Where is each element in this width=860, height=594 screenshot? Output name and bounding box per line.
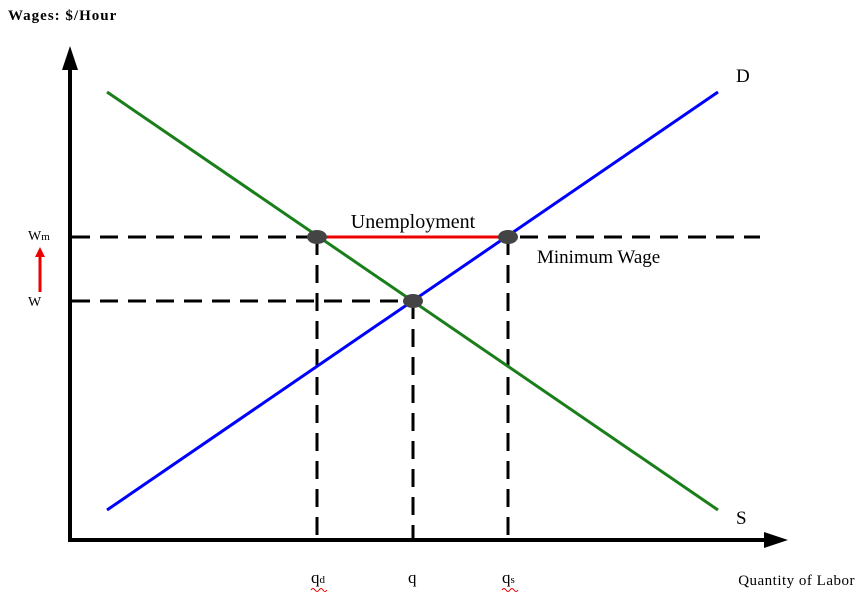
wage-base: W	[28, 295, 42, 310]
q-sub: s	[511, 574, 515, 586]
q-base: q	[502, 568, 511, 587]
wage-sub: m	[41, 231, 50, 243]
q-sub: d	[320, 574, 326, 586]
curve-label: S	[736, 508, 747, 529]
point	[403, 294, 423, 308]
wage-label: Wm	[28, 229, 50, 244]
point	[307, 230, 327, 244]
wage-base: W	[28, 229, 42, 244]
y-axis-title: Wages: $/Hour	[8, 8, 117, 24]
min-wage-label: Minimum Wage	[537, 247, 660, 268]
y-axis-arrow	[62, 46, 78, 70]
spellcheck-underline	[501, 588, 519, 592]
x-axis-title: Quantity of Labor	[738, 573, 855, 589]
spellcheck-underline	[310, 588, 328, 592]
point	[498, 230, 518, 244]
unemployment-label: Unemployment	[351, 211, 476, 233]
x-axis-arrow	[764, 532, 788, 548]
quantity-label: qs	[502, 568, 515, 587]
q-base: q	[311, 568, 320, 587]
curve-label: D	[736, 66, 750, 87]
quantity-label: q	[408, 568, 417, 587]
q-base: q	[408, 568, 417, 587]
wage-label: W	[28, 295, 42, 310]
quantity-label: qd	[311, 568, 326, 587]
